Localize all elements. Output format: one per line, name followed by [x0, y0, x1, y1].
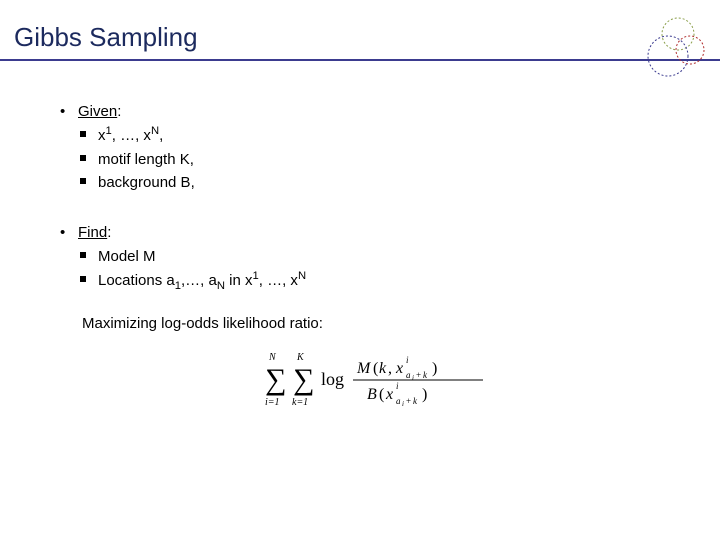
given-block: Given: x1, …, xN, motif length K, backgr… [60, 101, 690, 194]
svg-text:M: M [356, 360, 372, 377]
svg-text:a: a [396, 396, 401, 406]
logo-art [616, 16, 706, 88]
svg-text:i=1: i=1 [265, 397, 280, 408]
seq-mid: , …, x [112, 127, 151, 144]
slide: Gibbs Sampling Given: x1, …, xN, motif l… [0, 0, 720, 540]
svg-text:x: x [395, 360, 403, 377]
seq-x: x [98, 127, 106, 144]
colon: : [117, 103, 121, 120]
find-locations: Locations a1,…, aN in x1, …, xN [78, 270, 690, 292]
given-sequences: x1, …, xN, [78, 125, 690, 147]
find-heading: Find [78, 224, 107, 241]
main-list: Given: x1, …, xN, motif length K, backgr… [60, 101, 690, 291]
svg-text:K: K [296, 352, 305, 363]
svg-text:,: , [388, 360, 392, 377]
svg-text:+: + [406, 396, 411, 406]
svg-text:i: i [396, 381, 399, 391]
svg-text:k: k [423, 370, 428, 380]
colon: : [107, 224, 111, 241]
svg-text:k=1: k=1 [292, 397, 308, 408]
loc-supn: N [298, 270, 306, 282]
svg-text:i: i [412, 374, 414, 382]
loc-in: in x [225, 272, 253, 289]
svg-text:+: + [416, 370, 421, 380]
svg-text:i: i [406, 355, 409, 365]
svg-text:(: ( [379, 386, 384, 403]
find-block: Find: Model M Locations a1,…, aN in x1, … [60, 222, 690, 291]
svg-text:k: k [379, 360, 387, 377]
svg-text:i: i [402, 400, 404, 408]
svg-text:): ) [432, 360, 437, 377]
seq-tail: , [159, 127, 163, 144]
formula: ∑ N i=1 ∑ K k=1 log M ( k , x i a i [265, 351, 485, 413]
given-background: background B, [78, 172, 690, 194]
given-heading: Given [78, 103, 117, 120]
given-motif: motif length K, [78, 149, 690, 171]
svg-text:k: k [413, 396, 418, 406]
find-model: Model M [78, 246, 690, 268]
closing-line: Maximizing log-odds likelihood ratio: [82, 313, 690, 335]
svg-text:log: log [321, 369, 344, 389]
svg-text:N: N [268, 352, 277, 363]
title-bar: Gibbs Sampling [0, 0, 720, 61]
svg-text:∑: ∑ [293, 363, 314, 396]
loc-subn: N [217, 280, 225, 292]
svg-text:B: B [367, 386, 377, 403]
given-sublist: x1, …, xN, motif length K, background B, [78, 125, 690, 194]
svg-text:(: ( [373, 360, 378, 377]
loc-prefix: Locations a [98, 272, 175, 289]
find-sublist: Model M Locations a1,…, aN in x1, …, xN [78, 246, 690, 292]
content-area: Given: x1, …, xN, motif length K, backgr… [0, 61, 720, 413]
loc-mid: ,…, a [181, 272, 217, 289]
svg-text:a: a [406, 370, 411, 380]
slide-title: Gibbs Sampling [14, 22, 720, 53]
svg-text:x: x [385, 386, 393, 403]
loc-mid2: , …, x [259, 272, 298, 289]
seq-supn: N [151, 125, 159, 137]
svg-text:∑: ∑ [265, 363, 286, 396]
svg-text:): ) [422, 386, 427, 403]
